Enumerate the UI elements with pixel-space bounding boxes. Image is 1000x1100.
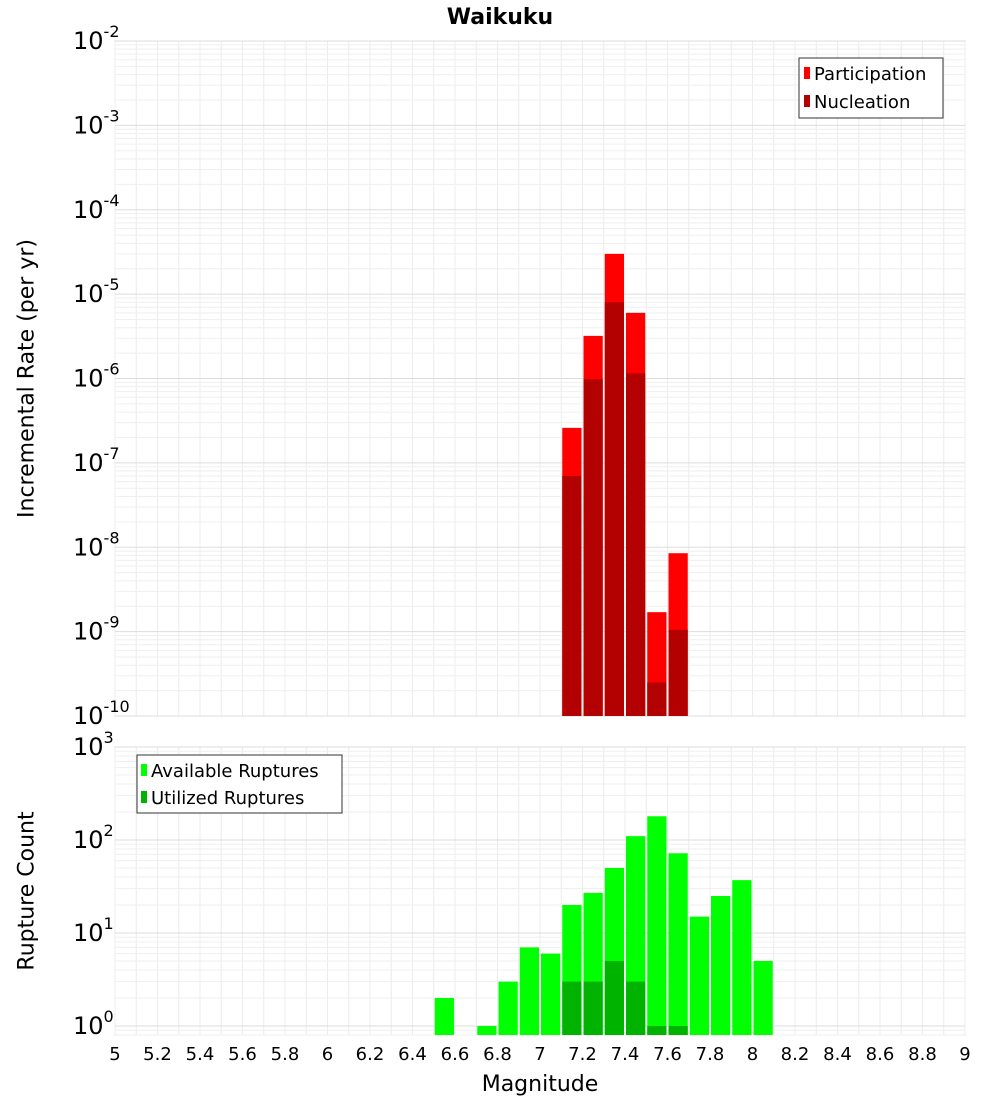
y-tick-label: 10-2 bbox=[73, 22, 120, 55]
x-tick-label: 8.8 bbox=[908, 1044, 937, 1065]
x-tick-label: 8.6 bbox=[866, 1044, 895, 1065]
bar-available-ruptures bbox=[732, 880, 752, 1035]
bar-utilized-ruptures bbox=[626, 981, 646, 1035]
x-tick-label: 5.8 bbox=[271, 1044, 300, 1065]
x-tick-label: 8.2 bbox=[781, 1044, 810, 1065]
y-tick-label: 10-4 bbox=[73, 191, 120, 224]
bar-nucleation bbox=[647, 682, 667, 716]
x-tick-label: 5.6 bbox=[228, 1044, 257, 1065]
y-tick-label: 103 bbox=[73, 728, 114, 761]
legend-swatch-available bbox=[141, 764, 147, 776]
bar-available-ruptures bbox=[434, 997, 454, 1035]
bottom-legend-box bbox=[136, 754, 343, 814]
x-tick-label: 5.4 bbox=[186, 1044, 215, 1065]
bar-utilized-ruptures bbox=[562, 981, 582, 1035]
top-gridlines bbox=[114, 40, 966, 717]
x-tick-label: 6.2 bbox=[356, 1044, 385, 1065]
participation-nucleation-panel: 10-10 10-9 10-8 10-7 10-6 10-5 10-4 10-3 10-2 In… bbox=[15, 22, 966, 730]
top-y-tick-labels: 10-10 10-9 10-8 10-7 10-6 10-5 10-4 10-3 10-2 bbox=[73, 22, 130, 730]
bar-available-ruptures bbox=[477, 1025, 497, 1035]
legend-label-utilized: Utilized Ruptures bbox=[151, 788, 304, 809]
bar-utilized-ruptures bbox=[604, 960, 624, 1035]
y-tick-label: 10-3 bbox=[73, 106, 120, 139]
bar-nucleation bbox=[583, 379, 603, 716]
legend-swatch-utilized bbox=[141, 791, 147, 803]
y-tick-label: 10-10 bbox=[73, 697, 130, 730]
bar-available-ruptures bbox=[753, 960, 773, 1035]
bar-utilized-ruptures bbox=[647, 1025, 667, 1035]
y-tick-label: 10-6 bbox=[73, 360, 120, 393]
y-tick-label: 10-9 bbox=[73, 613, 120, 646]
x-tick-label: 8 bbox=[747, 1044, 758, 1065]
bottom-y-axis-label: Rupture Count bbox=[15, 811, 40, 971]
bar-available-ruptures bbox=[711, 895, 731, 1035]
x-tick-label: 5 bbox=[109, 1044, 120, 1065]
bar-available-ruptures bbox=[519, 947, 539, 1035]
bar-nucleation bbox=[604, 302, 624, 716]
x-tick-label: 6.4 bbox=[398, 1044, 427, 1065]
x-axis-label: Magnitude bbox=[482, 1072, 599, 1097]
bar-available-ruptures bbox=[647, 816, 667, 1035]
legend-label-participation: Participation bbox=[814, 64, 926, 85]
bottom-y-tick-labels: 100 101 102 103 bbox=[73, 728, 114, 1040]
bar-available-ruptures bbox=[498, 981, 518, 1035]
x-tick-label: 6.6 bbox=[441, 1044, 470, 1065]
legend-label-available: Available Ruptures bbox=[151, 761, 319, 782]
top-y-axis-label: Incremental Rate (per yr) bbox=[15, 239, 40, 518]
bar-available-ruptures bbox=[668, 853, 688, 1035]
legend-swatch-nucleation bbox=[804, 95, 810, 107]
bar-nucleation bbox=[626, 373, 646, 716]
x-tick-label: 9 bbox=[959, 1044, 970, 1065]
rupture-count-panel: 100 101 102 103 5 5.2 5.4 5.6 5.8 6 6.2 6.4 6.6 6.8 7… bbox=[15, 728, 971, 1097]
x-tick-label: 6.8 bbox=[483, 1044, 512, 1065]
top-legend: Participation Nucleation bbox=[798, 57, 944, 119]
x-tick-label: 8.4 bbox=[823, 1044, 852, 1065]
y-tick-label: 102 bbox=[73, 821, 114, 854]
bottom-legend: Available Ruptures Utilized Ruptures bbox=[136, 754, 343, 814]
top-bars bbox=[562, 253, 688, 716]
x-tick-labels: 5 5.2 5.4 5.6 5.8 6 6.2 6.4 6.6 6.8 7 7.2 7.4 7.6 7.8 8… bbox=[109, 1044, 970, 1065]
y-tick-label: 10-5 bbox=[73, 275, 120, 308]
chart-title: Waikuku bbox=[447, 5, 553, 30]
x-tick-label: 7.6 bbox=[653, 1044, 682, 1065]
bar-nucleation bbox=[562, 475, 582, 716]
x-tick-label: 7.8 bbox=[696, 1044, 725, 1065]
x-tick-label: 7 bbox=[534, 1044, 545, 1065]
y-tick-label: 101 bbox=[73, 914, 114, 947]
bar-available-ruptures bbox=[689, 916, 709, 1035]
bar-utilized-ruptures bbox=[583, 981, 603, 1035]
bar-available-ruptures bbox=[541, 953, 561, 1035]
x-tick-label: 7.4 bbox=[611, 1044, 640, 1065]
x-tick-label: 5.2 bbox=[143, 1044, 172, 1065]
bottom-bars bbox=[434, 816, 773, 1035]
legend-label-nucleation: Nucleation bbox=[814, 92, 910, 113]
legend-swatch-participation bbox=[804, 67, 810, 79]
y-tick-label: 10-7 bbox=[73, 444, 120, 477]
top-legend-box bbox=[798, 57, 944, 119]
bar-utilized-ruptures bbox=[668, 1025, 688, 1035]
y-tick-label: 100 bbox=[73, 1007, 114, 1040]
x-tick-label: 6 bbox=[322, 1044, 333, 1065]
bar-nucleation bbox=[668, 629, 688, 716]
x-tick-label: 7.2 bbox=[568, 1044, 597, 1065]
y-tick-label: 10-8 bbox=[73, 528, 120, 561]
